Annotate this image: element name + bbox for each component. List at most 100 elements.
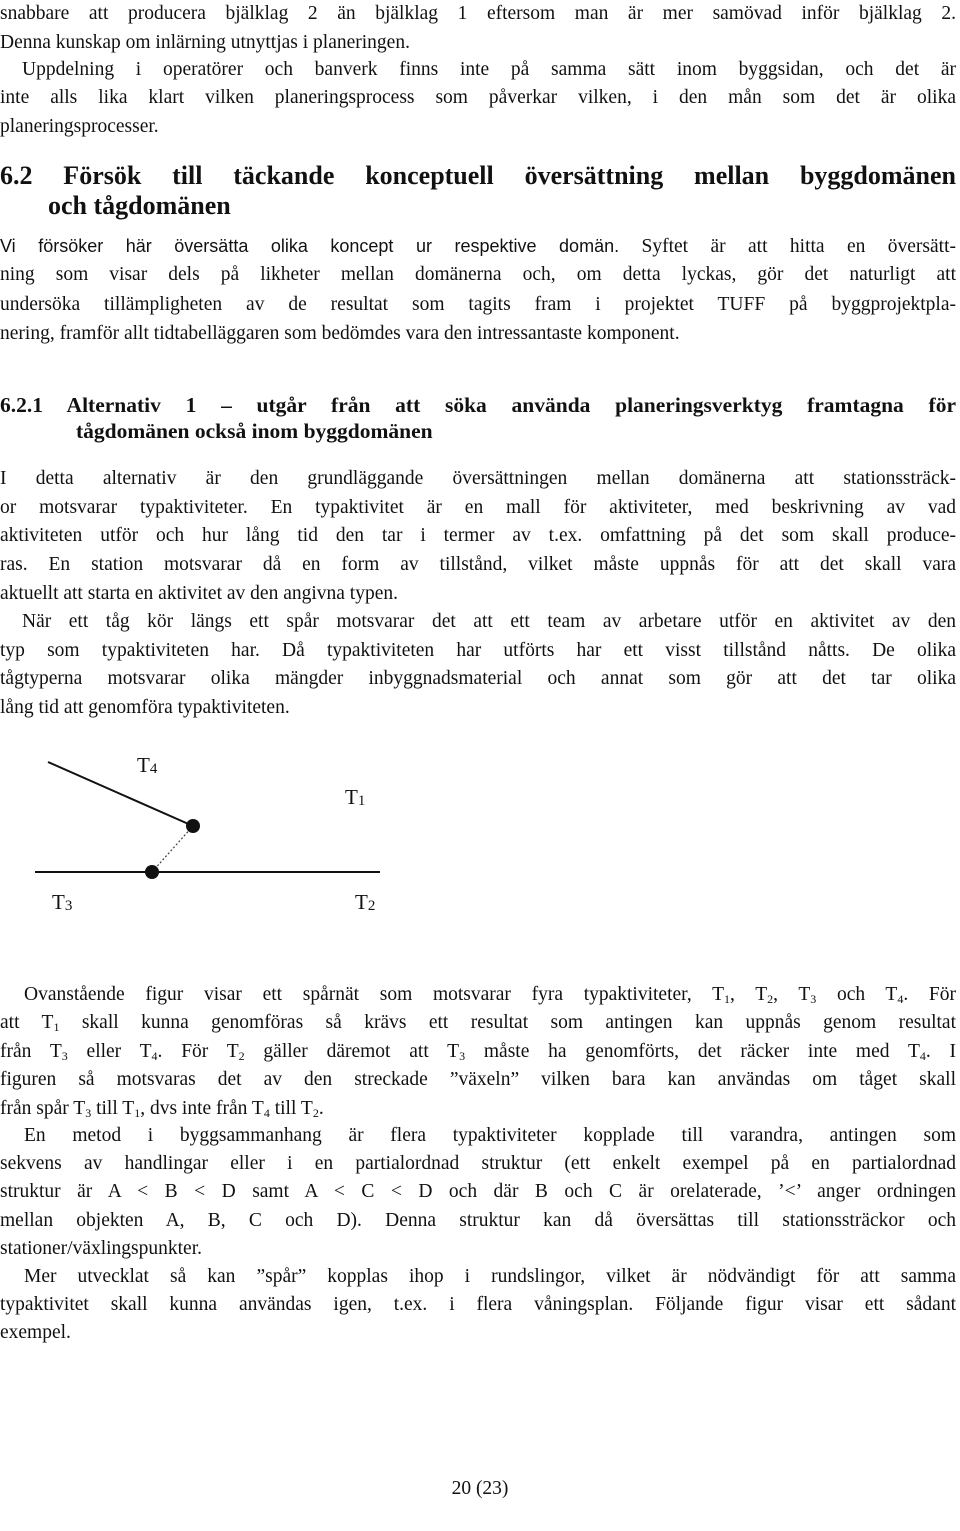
text-run: Vi försöker här översätta olika koncept … [0,236,620,256]
text-run: stationer/växlingspunkter. [0,1237,203,1259]
text-line: struktur är A < B < D samt A < C < D och… [0,1180,956,1204]
text-line: figuren så motsvaras det av den streckad… [0,1068,956,1092]
text-run: typaktivitet skall kunna användas igen, … [0,1294,956,1316]
text-line: typaktivitet skall kunna användas igen, … [0,1293,956,1317]
text-line: I detta alternativ är den grundläggande … [0,467,956,491]
text-run: måste ha genomförts, det räcker inte med… [465,1040,920,1062]
subscript: 3 [459,1048,466,1063]
figure-label: T3 [52,890,72,918]
subscript: 1 [357,793,366,809]
subscript: 2 [767,992,774,1006]
text-line: Vi försöker här översätta olika koncept … [0,234,956,259]
text-run: figuren så motsvaras det av den streckad… [0,1069,956,1091]
subscript: 4 [897,992,904,1006]
text-run: 6.2 Försök till täckande konceptuell öve… [0,161,956,190]
subscript: 1 [724,992,730,1006]
subscript: 3 [85,1105,92,1120]
heading-line: 6.2 Försök till täckande konceptuell öve… [0,161,956,191]
text-line: aktiviteten utför och hur lång tid den t… [0,524,956,548]
text-run: När ett tåg kör längs ett spår motsvarar… [22,611,956,632]
text-run: exempel. [0,1322,71,1344]
switch-point [145,865,159,879]
text-line: mellan objekten A, B, C och D). Denna st… [0,1209,956,1233]
text-run: ras. En station motsvarar då en form av … [0,554,956,576]
text-run: gäller däremot att T [244,1040,460,1062]
text-run: ning som visar dels på likheter mellan d… [0,264,956,286]
text-run: och T [816,984,898,1005]
subscript: 2 [312,1105,319,1120]
text-line: från T3 eller T4. För T2 gäller däremot … [0,1040,956,1068]
figure-label: T2 [355,890,375,918]
subscript: 4 [149,761,158,777]
text-run: eller T [67,1040,152,1062]
text-line: Mer utvecklat så kan ”spår” kopplas ihop… [24,1265,956,1289]
text-run: or motsvarar typaktiviteter. En typaktiv… [0,496,956,518]
text-run: att T [0,1012,54,1034]
text-line: från spår T3 till T1, dvs inte från T4 t… [0,1097,956,1125]
text-line: ning som visar dels på likheter mellan d… [0,263,956,287]
text-run: och tågdomänen [48,191,231,220]
text-run: En metod i byggsammanhang är flera typak… [24,1125,956,1146]
text-run: . För [903,984,956,1005]
subscript: 3 [810,992,817,1006]
text-run: struktur är A < B < D samt A < C < D och… [0,1181,956,1203]
text-line: Ovanstående figur visar ett spårnät som … [24,983,956,1011]
text-line: Denna kunskap om inlärning utnyttjas i p… [0,31,956,55]
text-line: aktuellt att starta en aktivitet av den … [0,582,956,606]
text-line: undersöka tillämpligheten av de resultat… [0,293,956,317]
text-run: snabbare att producera bjälklag 2 än bjä… [0,3,956,24]
text-line: exempel. [0,1321,956,1345]
text-line: En metod i byggsammanhang är flera typak… [24,1124,956,1148]
subscript: 3 [61,1048,68,1063]
text-run: Mer utvecklat så kan ”spår” kopplas ihop… [24,1266,956,1287]
text-line: stationer/växlingspunkter. [0,1237,956,1261]
heading-line: 6.2.1 Alternativ 1 – utgår från att söka… [0,392,956,418]
figure-label: T4 [137,753,157,781]
text-run: tågdomänen också inom byggdomänen [76,419,433,443]
text-line: typ som typaktiviteten har. Då typaktivi… [0,639,956,663]
text-run: från spår T [0,1097,86,1119]
text-run: inte alls lika klart vilken planeringspr… [0,87,956,109]
figure-label: T1 [345,785,365,813]
text-line: Uppdelning i operatörer och banverk finn… [22,58,956,82]
text-run: I detta alternativ är den grundläggande … [0,468,956,489]
text-run: skall kunna genomföras så krävs ett resu… [59,1012,956,1034]
track-line [47,761,194,827]
subscript: 4 [263,1105,270,1120]
switch-line [151,825,194,873]
text-run: från T [0,1040,62,1062]
text-line: ras. En station motsvarar då en form av … [0,553,956,577]
text-run: , T [773,984,811,1005]
text-line: När ett tåg kör längs ett spår motsvarar… [22,610,956,634]
text-line: inte alls lika klart vilken planeringspr… [0,86,956,110]
text-run: T [52,890,65,914]
text-run: Ovanstående figur visar ett spårnät som … [24,984,724,1005]
text-line: sekvens av handlingar eller i en partial… [0,1152,956,1176]
subscript: 1 [53,1020,60,1035]
text-line: tågtyperna motsvarar olika mängder inbyg… [0,667,956,691]
text-run: mellan objekten A, B, C och D). Denna st… [0,1209,956,1231]
heading-line: och tågdomänen [48,191,956,221]
text-run: , dvs inte från T [140,1097,264,1119]
text-run: T [345,785,358,809]
text-run: Uppdelning i operatörer och banverk finn… [22,59,956,80]
text-run: . I [925,1040,957,1062]
text-line: lång tid att genomföra typaktiviteten. [0,696,956,720]
text-run: till T [269,1097,313,1119]
text-run: undersöka tillämpligheten av de resultat… [0,293,956,315]
text-run: Syftet är att hitta en översätt- [619,236,956,257]
subscript: 2 [367,898,376,914]
page-number: 20 (23) [451,1478,509,1499]
text-run: 6.2.1 Alternativ 1 – utgår från att söka… [0,393,956,417]
text-run: lång tid att genomföra typaktiviteten. [0,697,290,719]
subscript: 4 [919,1048,926,1063]
subscript: 2 [238,1048,245,1063]
text-run: T [137,753,150,777]
text-run: aktiviteten utför och hur lång tid den t… [0,525,956,547]
text-line: att T1 skall kunna genomföras så krävs e… [0,1011,956,1039]
text-run: planeringsprocesser. [0,115,159,137]
text-line: nering, framför allt tidtabelläggaren so… [0,322,956,346]
text-run: tågtyperna motsvarar olika mängder inbyg… [0,668,956,690]
